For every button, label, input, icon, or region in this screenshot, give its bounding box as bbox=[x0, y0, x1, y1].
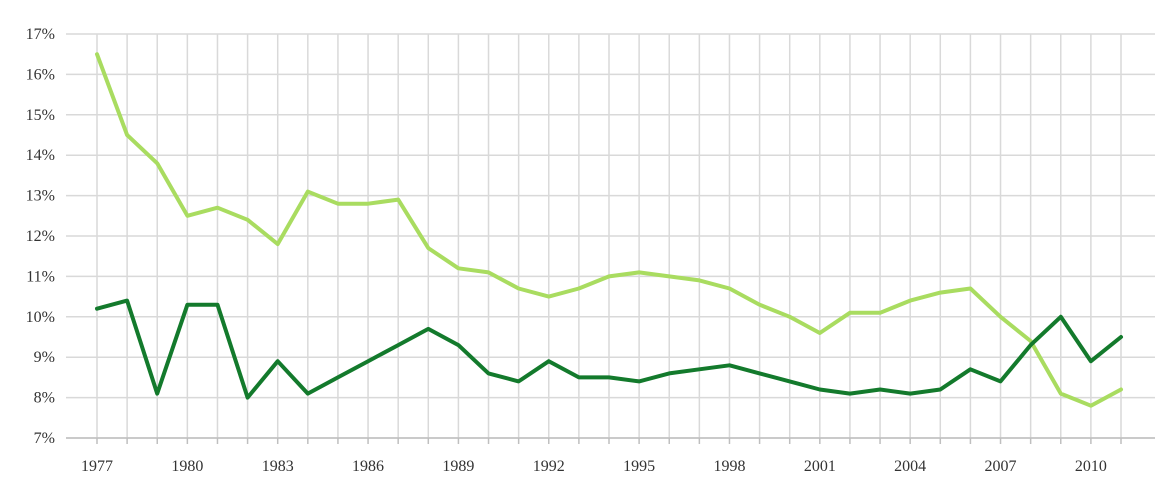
x-tick-label: 1983 bbox=[262, 458, 294, 475]
y-tick-label: 17% bbox=[26, 26, 55, 43]
y-tick-label: 12% bbox=[26, 228, 55, 245]
y-tick-label: 9% bbox=[34, 349, 55, 366]
series-line-1 bbox=[95, 52, 1123, 408]
x-tick-label: 1986 bbox=[352, 458, 384, 475]
y-tick-label: 7% bbox=[34, 430, 55, 447]
y-tick-label: 11% bbox=[26, 268, 55, 285]
y-tick-label: 14% bbox=[26, 147, 55, 164]
y-tick-label: 10% bbox=[26, 309, 55, 326]
x-tick-label: 2007 bbox=[985, 458, 1017, 475]
x-tick-label: 1977 bbox=[81, 458, 113, 475]
y-tick-label: 13% bbox=[26, 188, 55, 205]
x-tick-labels: 1977 1980 1983 1986 1989 1992 1995 1998 2001 2004… bbox=[81, 458, 1107, 475]
x-tick-label: 2010 bbox=[1075, 458, 1107, 475]
series-lines bbox=[95, 52, 1123, 408]
axes bbox=[66, 437, 1155, 444]
x-tick-label: 2001 bbox=[804, 458, 836, 475]
x-tick-label: 1980 bbox=[171, 458, 203, 475]
x-tick-label: 1998 bbox=[713, 458, 745, 475]
y-tick-label: 8% bbox=[34, 390, 55, 407]
x-tick-label: 1995 bbox=[623, 458, 655, 475]
x-tick-label: 1992 bbox=[533, 458, 565, 475]
x-tick-label: 1989 bbox=[442, 458, 474, 475]
x-tick-label: 2004 bbox=[894, 458, 926, 475]
y-tick-labels: 7% 8% 9% 10% 11% 12% 13% 14% 15% 16% 17% bbox=[26, 26, 55, 447]
y-tick-label: 15% bbox=[26, 107, 55, 124]
y-tick-label: 16% bbox=[26, 66, 55, 83]
series-line-2 bbox=[95, 298, 1123, 400]
gridlines bbox=[66, 33, 1155, 439]
